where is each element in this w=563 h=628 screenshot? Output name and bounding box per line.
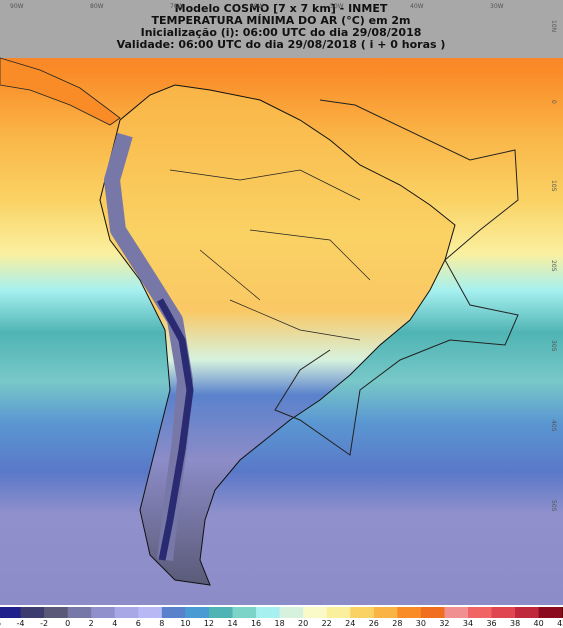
- colorbar-swatch: [538, 607, 563, 618]
- colorbar-swatch: [256, 607, 281, 618]
- colorbar-swatch: [373, 607, 398, 618]
- colorbar-label: 6: [136, 619, 141, 628]
- colorbar-label: 14: [227, 619, 237, 628]
- colorbar-label: 20: [298, 619, 308, 628]
- central-america: [0, 57, 121, 126]
- colorbar-swatch: [67, 607, 92, 618]
- header-line: Inicialização (i): 06:00 UTC do dia 29/0…: [141, 26, 422, 39]
- latitude-label: 10N: [550, 20, 557, 32]
- colorbar-label: 4: [112, 619, 117, 628]
- colorbar-label: -4: [17, 619, 25, 628]
- colorbar-swatch: [279, 607, 304, 618]
- colorbar-swatch: [44, 607, 69, 618]
- colorbar-label: 24: [345, 619, 355, 628]
- colorbar-swatch: [232, 607, 257, 618]
- colorbar-label: 36: [486, 619, 496, 628]
- colorbar-label: 8: [159, 619, 164, 628]
- header-line: Modelo COSMO [7 x 7 km] - INMET: [175, 2, 388, 15]
- colorbar-label: 40: [534, 619, 544, 628]
- colorbar-label: 2: [89, 619, 94, 628]
- longitude-label: 50W: [330, 3, 344, 10]
- longitude-label: 80W: [90, 3, 104, 10]
- colorbar-swatch: [91, 607, 116, 618]
- colorbar-label: 18: [275, 619, 285, 628]
- no-data-area: [0, 0, 563, 58]
- colorbar-label: 10: [180, 619, 190, 628]
- longitude-label: 70W: [170, 3, 184, 10]
- latitude-label: 10S: [550, 180, 557, 192]
- colorbar-swatch: [491, 607, 516, 618]
- header-line: TEMPERATURA MÍNIMA DO AR (°C) em 2m: [152, 14, 411, 27]
- colorbar-swatch: [326, 607, 351, 618]
- colorbar-label: 26: [369, 619, 379, 628]
- colorbar-label: 22: [322, 619, 332, 628]
- latitude-label: 40S: [550, 420, 557, 432]
- latitude-label: 0: [550, 100, 557, 104]
- colorbar-label: 32: [439, 619, 449, 628]
- colorbar-label: 38: [510, 619, 520, 628]
- colorbar-swatch: [185, 607, 210, 618]
- colorbar-label: 30: [416, 619, 426, 628]
- colorbar-swatch: [208, 607, 233, 618]
- andes-core: [156, 298, 194, 561]
- header-line: Validade: 06:00 UTC do dia 29/08/2018 ( …: [117, 38, 446, 51]
- colorbar-swatch: [468, 607, 493, 618]
- colorbar-swatch: [0, 607, 22, 618]
- colorbar-swatch: [444, 607, 469, 618]
- colorbar-label: 16: [251, 619, 261, 628]
- colorbar-label: 42: [557, 619, 563, 628]
- colorbar-swatch: [303, 607, 328, 618]
- colorbar-label: 28: [392, 619, 402, 628]
- colorbar-label: 34: [463, 619, 473, 628]
- colorbar-swatch: [138, 607, 163, 618]
- longitude-label: 90W: [10, 3, 24, 10]
- colorbar-swatch: [397, 607, 422, 618]
- colorbar-swatch: [20, 607, 45, 618]
- latitude-label: 50S: [550, 500, 557, 512]
- longitude-label: 30W: [490, 3, 504, 10]
- longitude-label: 60W: [250, 3, 264, 10]
- colorbar-label: 0: [65, 619, 70, 628]
- latitude-label: 20S: [550, 260, 557, 272]
- colorbar-swatch: [515, 607, 540, 618]
- region-outline: [274, 99, 519, 456]
- south-america: [99, 84, 456, 586]
- colorbar-swatch: [114, 607, 139, 618]
- longitude-label: 40W: [410, 3, 424, 10]
- colorbar-swatch: [350, 607, 375, 618]
- borders: [169, 169, 371, 341]
- colorbar-swatch: [420, 607, 445, 618]
- colorbar-label: 12: [204, 619, 214, 628]
- colorbar-swatch: [161, 607, 186, 618]
- colorbar-label: -2: [40, 619, 48, 628]
- colorbar-label: -6: [0, 619, 1, 628]
- latitude-label: 30S: [550, 340, 557, 352]
